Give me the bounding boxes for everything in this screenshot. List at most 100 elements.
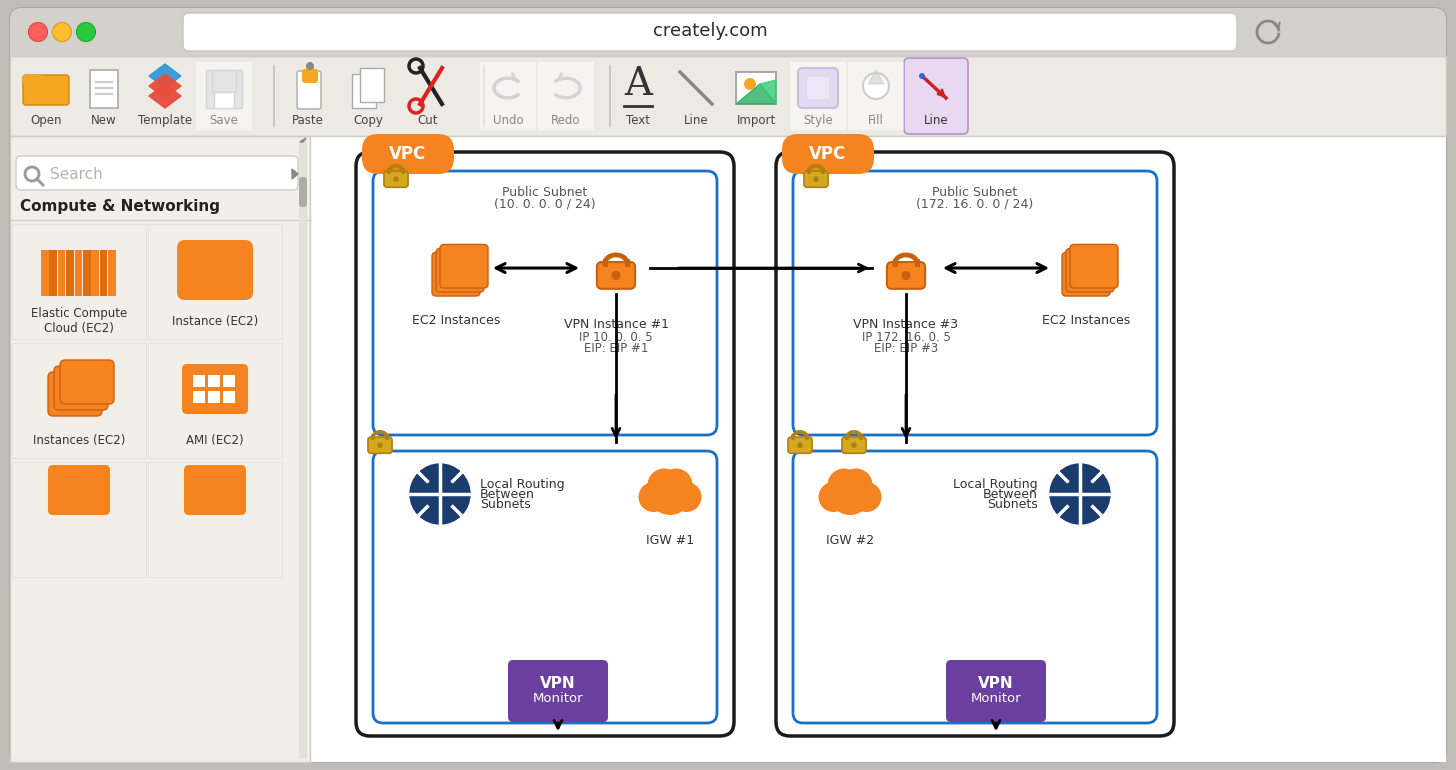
Text: Local Routing: Local Routing	[480, 477, 565, 490]
FancyBboxPatch shape	[60, 360, 114, 404]
Text: Redo: Redo	[552, 114, 581, 127]
FancyBboxPatch shape	[310, 136, 1446, 762]
FancyBboxPatch shape	[182, 364, 248, 414]
Text: Paste: Paste	[293, 114, 323, 127]
Circle shape	[812, 176, 818, 182]
Text: Local Routing: Local Routing	[954, 477, 1038, 490]
Text: Cut: Cut	[418, 114, 438, 127]
Polygon shape	[868, 70, 884, 84]
FancyBboxPatch shape	[904, 58, 968, 134]
Circle shape	[411, 464, 470, 524]
Text: IGW #2: IGW #2	[826, 534, 874, 547]
FancyBboxPatch shape	[597, 262, 635, 289]
FancyBboxPatch shape	[508, 660, 609, 722]
FancyBboxPatch shape	[432, 253, 480, 296]
Text: Copy: Copy	[352, 114, 383, 127]
Polygon shape	[149, 64, 181, 88]
Circle shape	[840, 468, 872, 501]
Text: Line: Line	[684, 114, 708, 127]
FancyBboxPatch shape	[48, 465, 111, 515]
FancyBboxPatch shape	[183, 13, 1238, 51]
FancyBboxPatch shape	[214, 90, 234, 108]
Polygon shape	[149, 74, 181, 98]
FancyBboxPatch shape	[12, 224, 146, 339]
FancyBboxPatch shape	[66, 250, 74, 296]
FancyBboxPatch shape	[197, 62, 252, 130]
Text: Instance (EC2): Instance (EC2)	[172, 314, 258, 327]
Circle shape	[863, 73, 890, 99]
Circle shape	[52, 22, 71, 42]
FancyBboxPatch shape	[826, 491, 874, 503]
Text: Style: Style	[804, 114, 833, 127]
Polygon shape	[300, 138, 306, 142]
FancyBboxPatch shape	[887, 262, 925, 289]
Polygon shape	[293, 169, 298, 179]
Text: Fill: Fill	[868, 114, 884, 127]
Text: VPN Instance #3: VPN Instance #3	[853, 318, 958, 331]
FancyBboxPatch shape	[223, 391, 234, 403]
Polygon shape	[735, 84, 776, 104]
Circle shape	[660, 468, 693, 501]
FancyBboxPatch shape	[41, 250, 48, 296]
Text: IGW #1: IGW #1	[646, 534, 695, 547]
FancyBboxPatch shape	[298, 139, 307, 759]
Text: Between: Between	[983, 487, 1038, 501]
FancyBboxPatch shape	[1066, 249, 1114, 292]
FancyBboxPatch shape	[782, 134, 874, 174]
Text: Template: Template	[138, 114, 192, 127]
FancyBboxPatch shape	[12, 343, 146, 458]
Text: IP 10. 0. 0. 5: IP 10. 0. 0. 5	[579, 331, 652, 344]
Circle shape	[827, 468, 860, 501]
Circle shape	[377, 442, 383, 448]
Text: Open: Open	[31, 114, 61, 127]
Circle shape	[77, 22, 96, 42]
FancyBboxPatch shape	[90, 70, 118, 108]
Text: Import: Import	[737, 114, 776, 127]
Circle shape	[306, 62, 314, 70]
FancyBboxPatch shape	[108, 250, 115, 296]
FancyBboxPatch shape	[178, 240, 253, 300]
Text: IP 172. 16. 0. 5: IP 172. 16. 0. 5	[862, 331, 951, 344]
Circle shape	[852, 442, 858, 448]
FancyBboxPatch shape	[306, 66, 314, 72]
Text: EC2 Instances: EC2 Instances	[1042, 314, 1130, 327]
FancyBboxPatch shape	[223, 375, 234, 387]
FancyBboxPatch shape	[50, 250, 57, 296]
FancyBboxPatch shape	[847, 62, 904, 130]
Text: VPC: VPC	[810, 145, 846, 163]
FancyBboxPatch shape	[352, 74, 376, 108]
Text: Instances (EC2): Instances (EC2)	[33, 434, 125, 447]
FancyBboxPatch shape	[1070, 244, 1118, 288]
FancyBboxPatch shape	[807, 77, 828, 99]
FancyBboxPatch shape	[74, 250, 82, 296]
FancyBboxPatch shape	[208, 391, 220, 403]
Text: EIP: EIP #1: EIP: EIP #1	[584, 342, 648, 355]
FancyBboxPatch shape	[363, 134, 454, 174]
Text: Public Subnet: Public Subnet	[502, 186, 588, 199]
FancyBboxPatch shape	[440, 244, 488, 288]
FancyBboxPatch shape	[788, 437, 812, 454]
Text: Subnets: Subnets	[987, 497, 1038, 511]
FancyBboxPatch shape	[435, 249, 483, 292]
FancyBboxPatch shape	[149, 343, 282, 458]
Circle shape	[901, 271, 910, 280]
Polygon shape	[760, 80, 776, 104]
Text: Subnets: Subnets	[480, 497, 531, 511]
Text: VPN: VPN	[540, 677, 575, 691]
Text: EC2 Instances: EC2 Instances	[412, 314, 499, 327]
Text: Monitor: Monitor	[533, 692, 584, 705]
Circle shape	[1050, 464, 1109, 524]
FancyBboxPatch shape	[10, 136, 310, 762]
FancyBboxPatch shape	[92, 250, 99, 296]
Text: (10. 0. 0. 0 / 24): (10. 0. 0. 0 / 24)	[494, 197, 596, 210]
Polygon shape	[149, 84, 181, 108]
FancyBboxPatch shape	[298, 177, 307, 207]
Text: Elastic Compute
Cloud (EC2): Elastic Compute Cloud (EC2)	[31, 307, 127, 335]
FancyBboxPatch shape	[10, 56, 1446, 136]
FancyBboxPatch shape	[301, 69, 317, 83]
FancyBboxPatch shape	[16, 156, 298, 190]
FancyBboxPatch shape	[480, 62, 536, 130]
Circle shape	[671, 482, 702, 512]
FancyBboxPatch shape	[842, 437, 866, 454]
Circle shape	[29, 22, 48, 42]
